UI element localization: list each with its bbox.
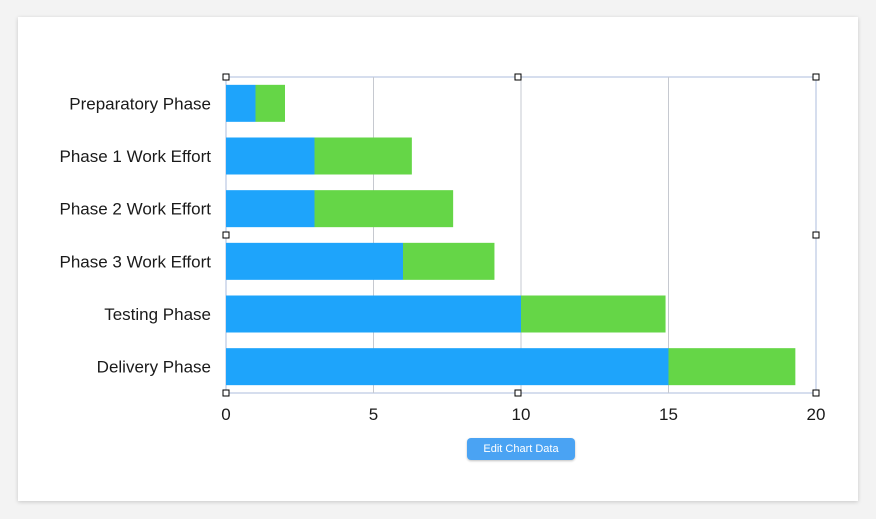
x-tick-label: 20 [807,405,826,424]
x-tick-label: 10 [512,405,531,424]
resize-handle[interactable] [812,389,820,397]
category-label: Testing Phase [104,305,211,324]
category-label: Preparatory Phase [69,94,211,113]
bar-segment-2[interactable] [521,295,666,333]
category-label: Delivery Phase [97,358,211,377]
bar-segment-2[interactable] [403,242,495,280]
resize-handle[interactable] [812,231,820,239]
bar-segment-1[interactable] [226,295,521,333]
category-label: Phase 3 Work Effort [60,252,212,271]
category-label: Phase 1 Work Effort [60,147,212,166]
bar-segment-2[interactable] [255,84,286,122]
bar-segment-2[interactable] [314,137,412,175]
x-tick-label: 0 [221,405,230,424]
bar-segment-1[interactable] [226,190,315,228]
bar-segment-1[interactable] [226,242,403,280]
resize-handle[interactable] [222,73,230,81]
x-tick-label: 15 [659,405,678,424]
category-label: Phase 2 Work Effort [60,200,212,219]
resize-handle[interactable] [812,73,820,81]
resize-handle[interactable] [514,73,522,81]
bar-segment-2[interactable] [668,348,796,386]
bar-segment-1[interactable] [226,137,315,175]
resize-handle[interactable] [514,389,522,397]
resize-handle[interactable] [222,231,230,239]
bar-segment-2[interactable] [314,190,454,228]
edit-chart-data-button[interactable]: Edit Chart Data [467,438,575,460]
x-tick-label: 5 [369,405,378,424]
bar-segment-1[interactable] [226,348,669,386]
resize-handle[interactable] [222,389,230,397]
bar-segment-1[interactable] [226,84,256,122]
